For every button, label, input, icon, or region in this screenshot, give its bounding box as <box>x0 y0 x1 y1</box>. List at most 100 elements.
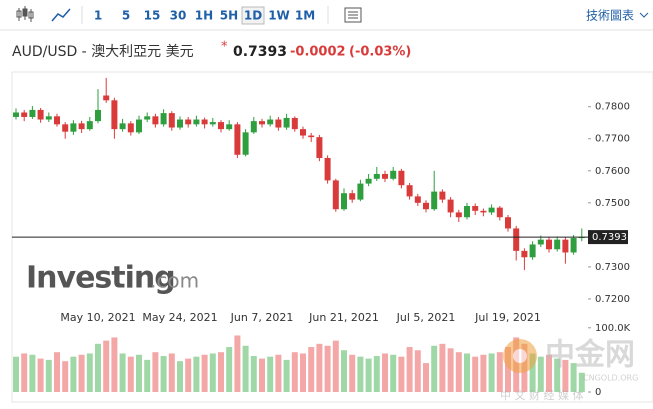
candle-body <box>382 173 388 179</box>
watermark-slogan: 中 文 财 经 媒 体 <box>500 388 583 402</box>
timeframe[interactable]: 1D <box>244 9 262 23</box>
candle-body <box>234 124 241 155</box>
candle-body <box>332 180 339 210</box>
volume-bar <box>382 353 388 392</box>
timeframe[interactable]: 1 <box>94 9 102 23</box>
candle-body <box>513 228 520 251</box>
logo: Investing <box>26 261 175 296</box>
x-tick-label: May 24, 2021 <box>142 311 217 324</box>
chart-title: AUD/USD - 澳大利亞元 美元 <box>12 44 194 60</box>
volume-bar <box>201 354 208 392</box>
volume-bar <box>431 345 438 392</box>
y-tick-label: 0.7600 <box>595 166 630 177</box>
candle-body <box>455 212 462 218</box>
candle-body <box>365 178 372 184</box>
volume-bar <box>291 352 298 392</box>
candle-body <box>37 109 44 120</box>
y-tick-label: 0.7500 <box>595 198 630 209</box>
candle-body <box>54 116 60 125</box>
volume-bar <box>529 353 536 392</box>
candle-body <box>193 119 200 125</box>
candle-body <box>144 116 151 120</box>
volume-bar <box>144 359 151 392</box>
last-price: 0.7393 <box>233 44 287 60</box>
candle-body <box>341 193 347 210</box>
candle-body <box>291 117 298 130</box>
volume-bar <box>480 354 487 392</box>
candle-body <box>316 137 323 158</box>
volume-bar <box>160 356 167 392</box>
volume-bar <box>37 358 44 392</box>
watermark-site: CNGOLD.ORG <box>583 374 638 383</box>
candle-body <box>480 210 487 213</box>
settings-icon[interactable] <box>344 7 362 23</box>
candle-body <box>45 116 52 120</box>
x-tick-label: Jun 21, 2021 <box>308 311 379 324</box>
candle-body <box>185 119 192 125</box>
candle-body <box>201 119 208 125</box>
volume-bar <box>152 352 159 392</box>
candle-body <box>546 239 552 250</box>
timeframe-selected <box>241 6 265 25</box>
timeframe[interactable]: 5H <box>220 9 238 23</box>
candle-body <box>13 112 19 117</box>
candle-body <box>226 124 233 130</box>
candle-body <box>283 117 290 128</box>
volume-tick-label: 100.0K <box>595 323 631 334</box>
x-tick-label: Jul 5, 2021 <box>396 311 456 324</box>
volume-bar <box>308 347 315 392</box>
timeframe[interactable]: 1M <box>295 9 315 23</box>
candle-body <box>464 206 470 218</box>
y-tick-label: 0.7700 <box>595 134 630 145</box>
candle-body <box>423 202 429 210</box>
volume-bar <box>349 354 356 392</box>
timeframe[interactable]: 1W <box>268 9 290 23</box>
candle-body <box>324 157 331 181</box>
candle-body <box>218 122 224 130</box>
candle-body <box>537 239 544 245</box>
volume-bar <box>226 347 233 392</box>
timeframe[interactable]: 5 <box>122 9 130 23</box>
volume-bar <box>29 354 36 392</box>
volume-bar <box>209 353 216 392</box>
last-price-box <box>588 230 628 245</box>
toolbar <box>0 0 653 30</box>
timeframe[interactable]: 1H <box>195 9 213 23</box>
timeframe[interactable]: 30 <box>170 9 187 23</box>
volume-bar <box>62 361 69 392</box>
candle-body <box>357 183 364 200</box>
marker: * <box>221 40 228 55</box>
candle-body <box>103 95 110 101</box>
volume-bar <box>447 348 454 392</box>
volume-bar <box>127 356 134 392</box>
candle-body <box>242 132 249 155</box>
candle-icon[interactable] <box>16 6 34 22</box>
candle-body <box>554 239 561 250</box>
line-icon[interactable] <box>51 8 71 22</box>
candle-body <box>431 191 438 210</box>
candle-body <box>95 109 101 122</box>
timeframe[interactable]: 15 <box>144 9 161 23</box>
volume-bar <box>341 350 347 392</box>
candle-body <box>168 113 175 128</box>
volume-bar <box>406 347 413 392</box>
candle-body <box>111 100 118 130</box>
volume-bar <box>13 356 19 392</box>
volume-bar <box>390 354 397 392</box>
candle-body <box>562 239 569 253</box>
watermark-logo-inner <box>513 349 527 363</box>
chart-link[interactable]: 技術圖表 <box>586 9 634 23</box>
x-tick-label: Jun 7, 2021 <box>230 311 294 324</box>
candle-body <box>86 121 93 130</box>
candle-body <box>177 119 183 128</box>
volume-bar <box>324 345 331 392</box>
candle-body <box>349 193 356 200</box>
dropdown-icon[interactable] <box>639 12 649 18</box>
volume-bar <box>111 337 118 392</box>
volume-bar <box>193 356 200 392</box>
candle-body <box>505 217 511 229</box>
change: -0.0002 <box>290 45 346 60</box>
